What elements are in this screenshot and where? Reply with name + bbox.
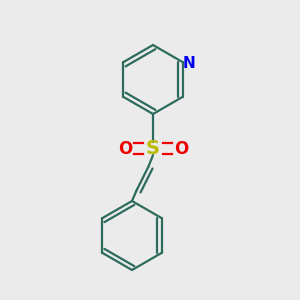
Text: O: O: [118, 140, 132, 158]
Text: N: N: [183, 56, 196, 71]
Text: O: O: [174, 140, 188, 158]
Text: S: S: [146, 139, 160, 158]
